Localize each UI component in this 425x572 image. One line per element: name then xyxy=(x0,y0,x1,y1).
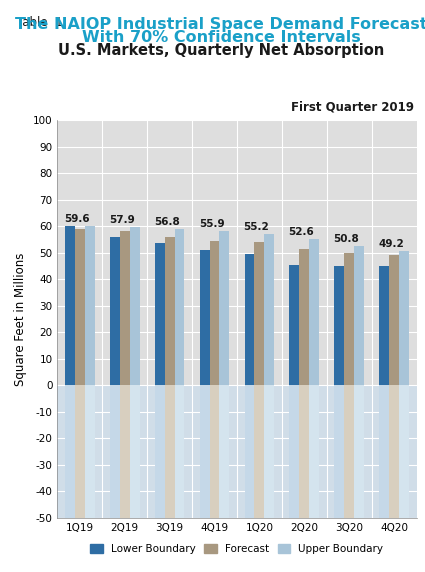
Bar xyxy=(130,385,139,518)
Bar xyxy=(155,243,164,385)
Bar xyxy=(309,239,319,385)
Bar xyxy=(210,385,219,518)
Bar xyxy=(399,385,409,518)
Text: 55.9: 55.9 xyxy=(199,219,224,229)
Bar xyxy=(75,229,85,385)
Bar xyxy=(299,249,309,385)
Bar xyxy=(75,385,85,518)
Bar xyxy=(219,232,230,385)
Bar xyxy=(289,265,299,385)
Y-axis label: Square Feet in Millions: Square Feet in Millions xyxy=(14,252,27,386)
Text: Table  1: Table 1 xyxy=(17,16,62,29)
Bar xyxy=(344,385,354,518)
Bar xyxy=(244,385,255,518)
Bar xyxy=(175,385,184,518)
Bar xyxy=(264,234,274,385)
Text: First Quarter 2019: First Quarter 2019 xyxy=(292,100,414,113)
Bar xyxy=(255,242,264,385)
Bar xyxy=(289,385,299,518)
Bar xyxy=(354,246,364,385)
Legend: Lower Boundary, Forecast, Upper Boundary: Lower Boundary, Forecast, Upper Boundary xyxy=(86,540,388,558)
Bar xyxy=(110,237,120,385)
Bar xyxy=(354,385,364,518)
Text: 50.8: 50.8 xyxy=(333,234,359,244)
Bar xyxy=(110,385,120,518)
Bar xyxy=(264,385,274,518)
Text: 56.8: 56.8 xyxy=(154,217,179,227)
Text: The NAIOP Industrial Space Demand Forecast: The NAIOP Industrial Space Demand Foreca… xyxy=(15,17,425,32)
Bar xyxy=(57,385,416,518)
Bar xyxy=(120,232,130,385)
Text: With 70% Confidence Intervals: With 70% Confidence Intervals xyxy=(82,30,360,45)
Bar xyxy=(65,385,75,518)
Bar xyxy=(164,385,175,518)
Bar xyxy=(399,251,409,385)
Bar xyxy=(344,253,354,385)
Bar xyxy=(200,250,210,385)
Bar xyxy=(389,255,399,385)
Bar xyxy=(85,385,95,518)
Text: 55.2: 55.2 xyxy=(244,222,269,232)
Bar xyxy=(244,254,255,385)
Bar xyxy=(255,385,264,518)
Text: 49.2: 49.2 xyxy=(378,239,404,249)
Bar xyxy=(299,385,309,518)
Bar xyxy=(164,237,175,385)
Bar xyxy=(309,385,319,518)
Text: 57.9: 57.9 xyxy=(109,215,135,225)
Bar xyxy=(200,385,210,518)
Text: 59.6: 59.6 xyxy=(64,214,90,224)
Bar xyxy=(210,241,219,385)
Bar xyxy=(65,226,75,385)
Bar xyxy=(120,385,130,518)
Bar xyxy=(389,385,399,518)
Bar xyxy=(334,385,344,518)
Bar xyxy=(379,385,389,518)
Bar xyxy=(334,266,344,385)
Bar xyxy=(379,266,389,385)
Text: U.S. Markets, Quarterly Net Absorption: U.S. Markets, Quarterly Net Absorption xyxy=(58,43,384,58)
Bar xyxy=(155,385,164,518)
Text: 52.6: 52.6 xyxy=(289,227,314,237)
Bar xyxy=(130,228,139,385)
Bar xyxy=(85,226,95,385)
Bar xyxy=(175,229,184,385)
Bar xyxy=(219,385,230,518)
